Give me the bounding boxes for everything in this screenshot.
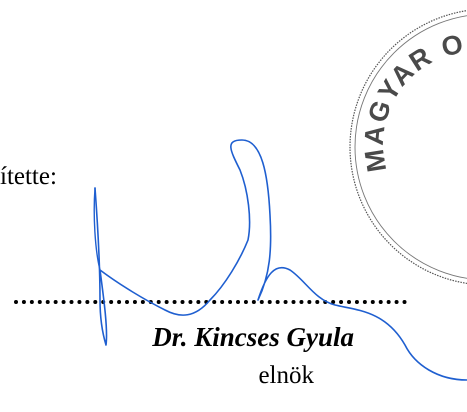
prepared-by-label: ítette: (0, 163, 57, 190)
stamp-inner-ring (354, 15, 467, 279)
signatory-name: Dr. Kincses Gyula (152, 322, 354, 352)
stamp-outer-ring (349, 10, 467, 284)
signature-dotted-line (14, 300, 407, 304)
signatory-title: elnök (258, 362, 314, 389)
